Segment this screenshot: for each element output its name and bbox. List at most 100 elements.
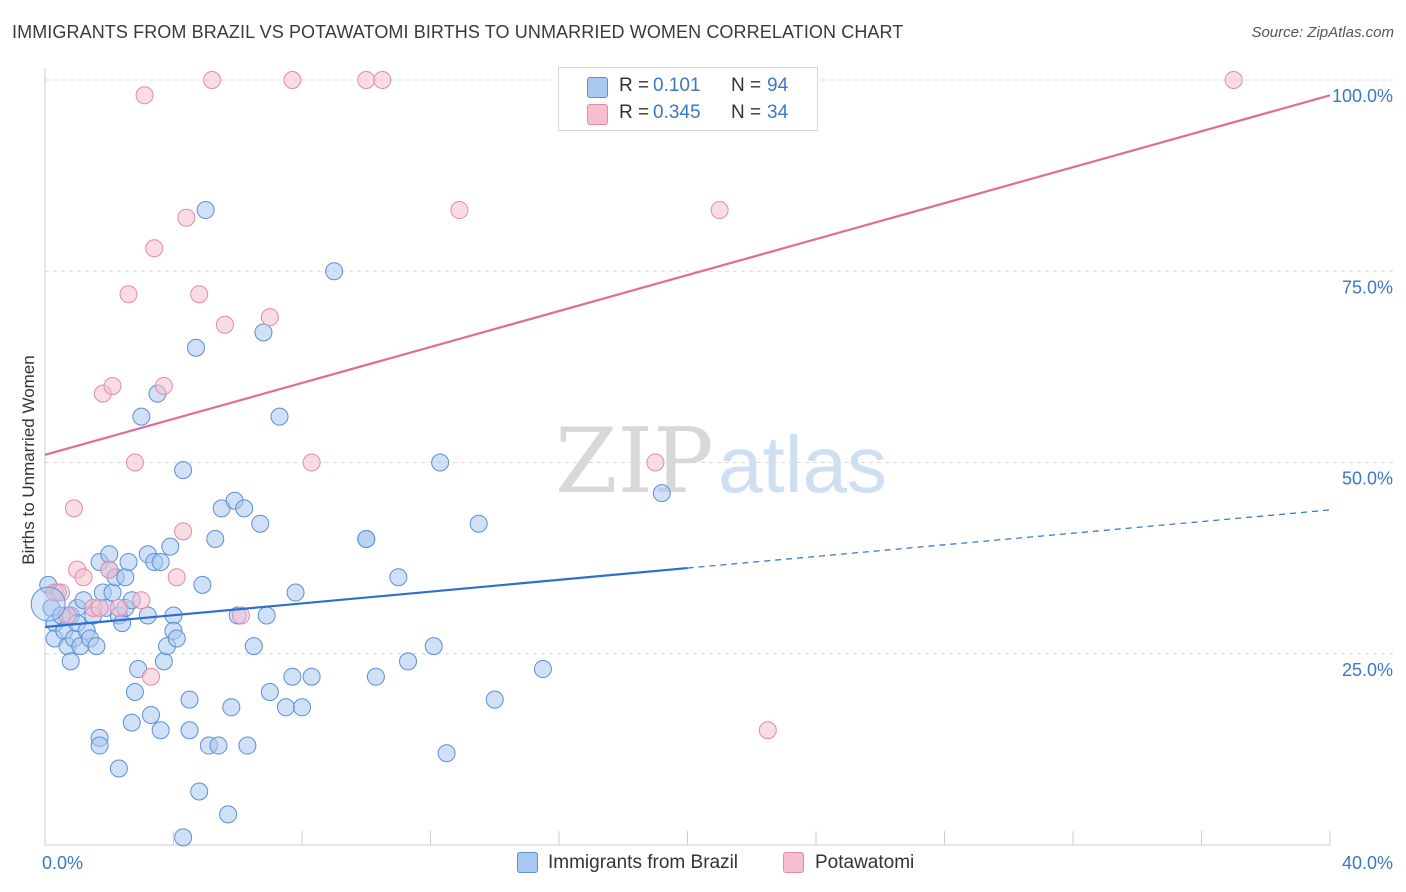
series-legend: Immigrants from Brazil Potawatomi: [0, 850, 1406, 878]
data-point-brazil: [90, 736, 109, 755]
data-point-potawatomi: [710, 201, 729, 220]
y-axis-label: Births to Unmarried Women: [19, 355, 38, 564]
data-point-brazil: [193, 575, 212, 594]
data-point-brazil: [302, 667, 321, 686]
trend-layer: [44, 94, 1331, 629]
data-point-potawatomi: [167, 568, 186, 587]
data-point-brazil: [389, 568, 408, 587]
data-point-brazil: [222, 698, 241, 717]
data-point-brazil: [125, 683, 144, 701]
trendline-brazil: [44, 566, 688, 629]
legend-swatch-pink: [587, 104, 608, 125]
data-point-brazil: [366, 667, 385, 686]
data-point-potawatomi: [373, 71, 392, 89]
source-label: Source: ZipAtlas.com: [1251, 24, 1394, 41]
tick-layer: 25.0% 50.0% 75.0% 100.0% 0.0% 40.0%: [42, 86, 1393, 873]
data-point-potawatomi: [142, 667, 161, 686]
data-point-brazil: [244, 637, 263, 656]
legend-n-value: 94: [767, 75, 789, 96]
data-point-brazil: [196, 201, 215, 220]
data-point-potawatomi: [203, 71, 222, 89]
data-point-potawatomi: [90, 598, 109, 617]
data-point-brazil: [652, 484, 671, 503]
data-point-potawatomi: [74, 568, 93, 587]
data-point-brazil: [254, 323, 273, 342]
data-point-potawatomi: [177, 208, 196, 227]
data-point-potawatomi: [190, 285, 209, 304]
data-point-brazil: [151, 552, 170, 571]
legend-label-brazil: Immigrants from Brazil: [548, 852, 739, 873]
data-point-brazil: [533, 660, 552, 679]
data-point-brazil: [235, 499, 254, 518]
data-point-brazil: [399, 652, 418, 671]
y-tick-label: 25.0%: [1342, 660, 1393, 680]
data-point-brazil: [186, 338, 205, 357]
data-point-brazil: [283, 667, 302, 686]
legend-label-potawatomi: Potawatomi: [815, 852, 915, 873]
watermark-zip: ZIP: [555, 409, 714, 514]
data-point-brazil: [119, 552, 138, 571]
data-point-brazil: [180, 690, 199, 709]
legend-r-label: R =: [619, 102, 650, 123]
data-point-potawatomi: [302, 453, 321, 472]
y-tick-label: 100.0%: [1332, 86, 1393, 106]
data-point-brazil: [206, 530, 225, 548]
data-point-brazil: [209, 736, 228, 755]
watermark: ZIP atlas: [555, 409, 887, 514]
legend-r-label: R =: [619, 75, 650, 96]
data-point-brazil: [257, 606, 276, 625]
data-point-brazil: [161, 537, 180, 556]
data-point-potawatomi: [260, 308, 279, 327]
data-point-potawatomi: [357, 71, 376, 89]
data-point-brazil: [469, 514, 488, 533]
x-tick-label: 40.0%: [1342, 853, 1393, 873]
legend-swatch-potawatomi: [783, 852, 804, 873]
data-point-potawatomi: [64, 499, 83, 518]
data-point-brazil: [437, 744, 456, 763]
data-point-brazil: [30, 586, 66, 622]
data-point-potawatomi: [119, 285, 138, 304]
data-point-brazil: [151, 721, 170, 740]
watermark-atlas: atlas: [718, 420, 887, 509]
data-point-potawatomi: [174, 522, 193, 541]
data-point-brazil: [103, 583, 122, 602]
data-point-brazil: [293, 698, 311, 717]
correlation-legend: R = 0.101 N = 94 R = 0.345 N = 34: [558, 67, 818, 131]
legend-n-label: N =: [731, 75, 762, 96]
data-point-potawatomi: [103, 377, 122, 395]
data-point-brazil: [122, 713, 141, 732]
trendline-potawatomi: [44, 94, 1331, 456]
data-point-potawatomi: [109, 598, 128, 617]
data-point-brazil: [357, 530, 376, 548]
points-layer: [30, 71, 1243, 847]
data-point-brazil: [238, 736, 257, 755]
data-point-brazil: [167, 629, 186, 648]
data-point-brazil: [431, 453, 450, 472]
legend-row-pink: R = 0.345 N = 34: [559, 102, 817, 126]
data-point-brazil: [174, 461, 193, 480]
y-tick-label: 75.0%: [1342, 277, 1393, 297]
data-point-brazil: [190, 782, 209, 801]
data-point-brazil: [116, 568, 135, 587]
data-point-potawatomi: [283, 71, 302, 89]
data-point-brazil: [87, 637, 106, 656]
data-point-brazil: [219, 805, 238, 824]
data-point-brazil: [132, 407, 151, 426]
legend-swatch-brazil: [517, 852, 538, 873]
trendline-brazil-extension: [687, 509, 1331, 569]
data-point-potawatomi: [231, 606, 250, 625]
data-point-potawatomi: [1224, 71, 1243, 89]
legend-row-blue: R = 0.101 N = 94: [559, 75, 817, 99]
data-point-brazil: [100, 545, 119, 564]
data-point-brazil: [174, 828, 193, 847]
y-axis-label-wrap: Births to Unmarried Women: [19, 355, 38, 564]
data-point-brazil: [270, 407, 289, 426]
data-point-brazil: [142, 705, 161, 724]
legend-r-value: 0.101: [653, 75, 701, 96]
data-point-potawatomi: [450, 201, 469, 220]
data-point-potawatomi: [132, 591, 151, 610]
legend-r-value: 0.345: [653, 102, 701, 123]
data-point-potawatomi: [135, 86, 154, 105]
legend-swatch-blue: [587, 77, 608, 98]
